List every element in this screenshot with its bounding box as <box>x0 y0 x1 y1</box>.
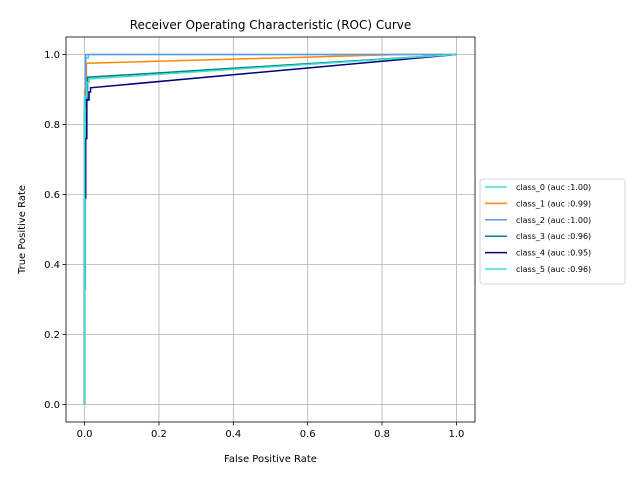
series-line-3 <box>83 53 457 405</box>
y-tick-label-3: 0.6 <box>44 190 60 201</box>
legend-label-3: class_3 (auc :0.96) <box>516 232 591 241</box>
x-tick-label-0: 0.0 <box>77 429 93 440</box>
series-line-2 <box>83 53 457 405</box>
axis-ticks: 0.0 0.2 0.4 0.6 0.8 1.0 0.0 0.2 0.4 0.6 0.8 1.0 <box>44 50 464 440</box>
legend-label-0: class_0 (auc :1.00) <box>516 183 591 192</box>
plot-frame <box>65 36 476 423</box>
y-tick-label-4: 0.8 <box>44 120 60 131</box>
x-tick-label-2: 0.4 <box>225 429 241 440</box>
series-line-0 <box>83 53 457 405</box>
y-tick-label-1: 0.2 <box>44 330 60 341</box>
legend-frame <box>479 178 626 285</box>
x-tick-label-4: 0.8 <box>374 429 390 440</box>
legend-label-4: class_4 (auc :0.95) <box>516 249 591 258</box>
legend-label-5: class_5 (auc :0.96) <box>516 265 591 274</box>
x-tick-label-3: 0.6 <box>300 429 316 440</box>
chart-title: Receiver Operating Characteristic (ROC) … <box>130 18 412 32</box>
x-tick-label-1: 0.2 <box>151 429 167 440</box>
x-axis-label: False Positive Rate <box>224 454 317 465</box>
series-lines <box>83 53 457 405</box>
y-tick-label-2: 0.4 <box>44 260 60 271</box>
grid-lines <box>66 37 475 422</box>
series-line-1 <box>83 53 457 405</box>
x-tick-label-5: 1.0 <box>448 429 464 440</box>
y-tick-label-0: 0.0 <box>44 400 60 411</box>
legend-label-2: class_2 (auc :1.00) <box>516 216 591 225</box>
legend-label-1: class_1 (auc :0.99) <box>516 199 591 208</box>
legend: class_0 (auc :1.00) class_1 (auc :0.99) cl… <box>479 178 626 285</box>
series-line-4 <box>83 53 457 405</box>
y-axis-label: True Positive Rate <box>17 185 28 275</box>
series-line-5 <box>83 53 457 405</box>
y-tick-label-5: 1.0 <box>44 50 60 61</box>
